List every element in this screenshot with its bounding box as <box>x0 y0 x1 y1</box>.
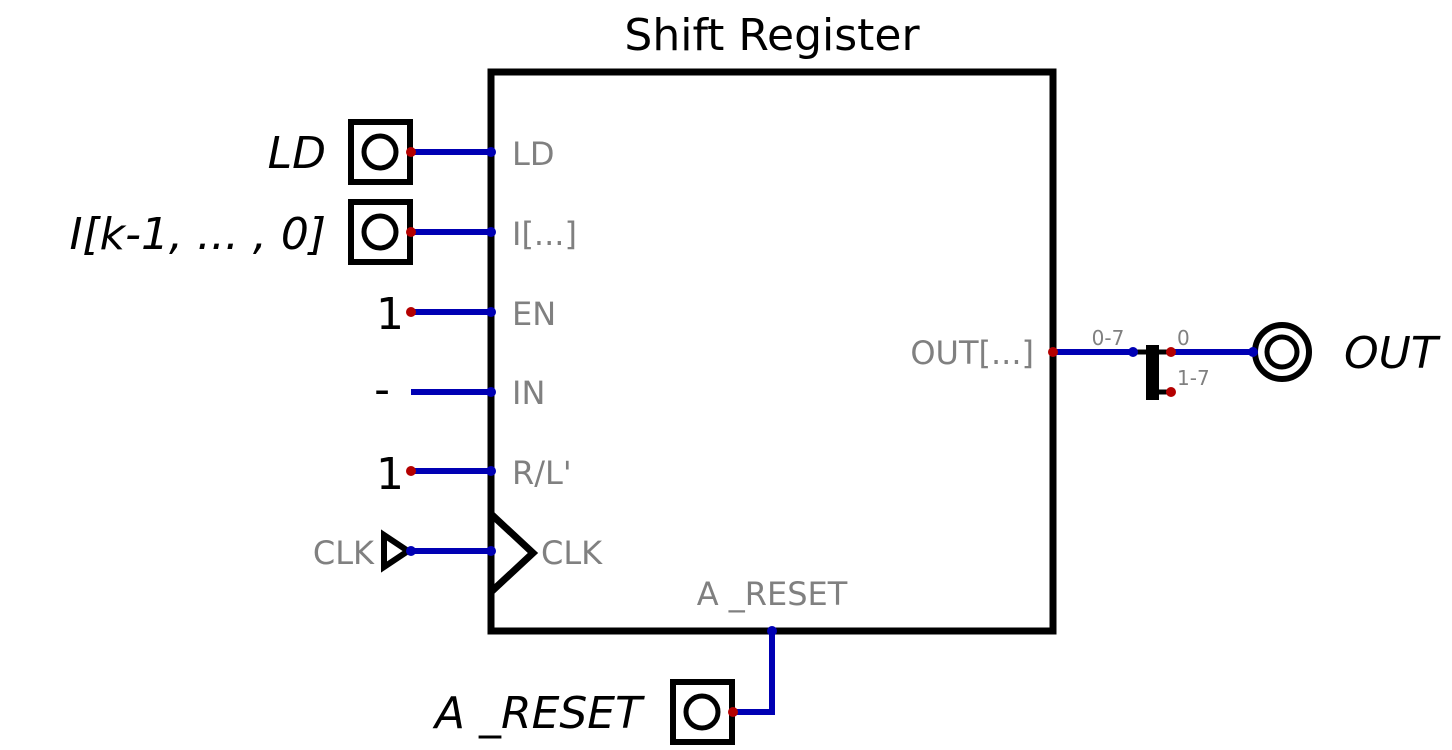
clock-input-icon[interactable] <box>381 529 414 573</box>
input-i-label: I[k-1, ... , 0] <box>69 209 326 260</box>
output-pin-out[interactable] <box>1252 322 1312 382</box>
splitter-bar[interactable] <box>1146 345 1159 400</box>
connector-dot <box>486 546 496 556</box>
pin-areset-label: A _RESET <box>697 575 848 613</box>
constant-en-value: 1 <box>376 289 404 340</box>
connector-dot <box>406 466 416 476</box>
pin-ld-label: LD <box>512 135 554 173</box>
pin-rl-label: R/L' <box>512 454 572 492</box>
splitter-out0-label: 0 <box>1177 326 1190 350</box>
connector-dot <box>486 147 496 157</box>
clock-triangle-icon <box>488 511 539 595</box>
pin-en-label: EN <box>512 295 556 333</box>
connector-dot <box>406 147 416 157</box>
connector-dot <box>486 227 496 237</box>
pin-out-label: OUT[...] <box>910 334 1034 372</box>
pin-i-label: I[...] <box>512 215 577 253</box>
wire-areset[interactable] <box>733 631 775 715</box>
output-out-label: OUT <box>1344 328 1441 379</box>
splitter-in-range-label: 0-7 <box>1092 326 1125 350</box>
connector-dot <box>1248 347 1258 357</box>
input-pin-areset[interactable] <box>670 679 735 745</box>
input-pin-i[interactable] <box>348 199 413 265</box>
connector-dot <box>406 546 416 556</box>
connector-dot <box>486 307 496 317</box>
connector-dot <box>1166 347 1176 357</box>
connector-dot <box>486 387 496 397</box>
connector-dot <box>1166 387 1176 397</box>
connector-dot <box>728 707 738 717</box>
input-pin-ld[interactable] <box>348 119 413 185</box>
input-ld-label: LD <box>268 128 326 179</box>
input-circle-icon <box>361 213 399 251</box>
output-circle-icon <box>1264 334 1300 370</box>
pin-in-label: IN <box>512 374 545 412</box>
connector-dot <box>406 227 416 237</box>
connector-dot <box>1048 347 1058 357</box>
splitter-out1-label: 1-7 <box>1177 366 1210 390</box>
component-title: Shift Register <box>624 10 920 61</box>
input-circle-icon <box>361 133 399 171</box>
input-clk-label: CLK <box>313 534 375 572</box>
connector-dot <box>767 626 777 636</box>
input-areset-label: A _RESET <box>432 688 645 739</box>
constant-rl-value: 1 <box>376 449 404 500</box>
pin-clk-label: CLK <box>541 534 603 572</box>
input-circle-icon <box>683 693 721 731</box>
constant-in-value: - <box>374 364 390 415</box>
connector-dot <box>406 307 416 317</box>
connector-dot <box>486 466 496 476</box>
connector-dot <box>1128 347 1138 357</box>
